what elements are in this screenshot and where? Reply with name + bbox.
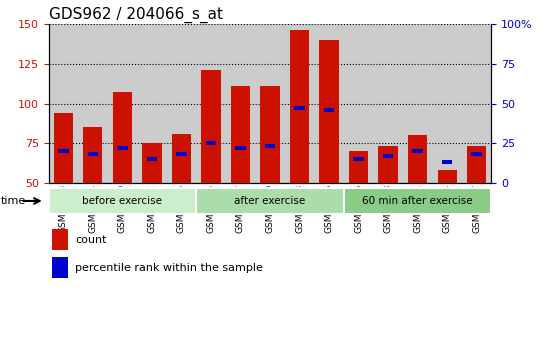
Bar (52, 229, 68, 250)
Bar (54, 113, 73, 183)
Bar (147, 157, 157, 161)
Bar (172, 134, 191, 183)
Bar (324, 108, 334, 112)
Text: 60 min after exercise: 60 min after exercise (362, 196, 473, 206)
Bar (143, 143, 161, 183)
Bar (265, 144, 275, 148)
Bar (290, 30, 309, 183)
Bar (52, 257, 68, 278)
Bar (467, 146, 486, 183)
FancyBboxPatch shape (49, 188, 196, 214)
Bar (294, 106, 305, 110)
Text: time: time (1, 196, 26, 206)
Bar (87, 152, 98, 156)
Text: after exercise: after exercise (234, 196, 306, 206)
Text: GDS962 / 204066_s_at: GDS962 / 204066_s_at (49, 7, 222, 23)
Bar (471, 152, 482, 156)
Bar (408, 135, 427, 183)
Bar (235, 146, 246, 150)
FancyBboxPatch shape (196, 188, 344, 214)
Bar (58, 149, 69, 153)
Bar (353, 157, 364, 161)
Bar (260, 86, 280, 183)
Bar (117, 146, 127, 150)
Bar (320, 40, 339, 183)
FancyBboxPatch shape (344, 188, 491, 214)
Bar (383, 154, 393, 158)
Bar (176, 152, 187, 156)
Text: before exercise: before exercise (83, 196, 163, 206)
Bar (231, 86, 250, 183)
Bar (413, 149, 423, 153)
Bar (437, 170, 457, 183)
Text: count: count (75, 235, 106, 245)
Bar (442, 160, 453, 164)
Bar (201, 70, 220, 183)
Bar (113, 92, 132, 183)
Bar (349, 151, 368, 183)
Bar (83, 127, 103, 183)
Bar (206, 141, 216, 145)
Bar (379, 146, 397, 183)
Text: percentile rank within the sample: percentile rank within the sample (75, 263, 263, 273)
